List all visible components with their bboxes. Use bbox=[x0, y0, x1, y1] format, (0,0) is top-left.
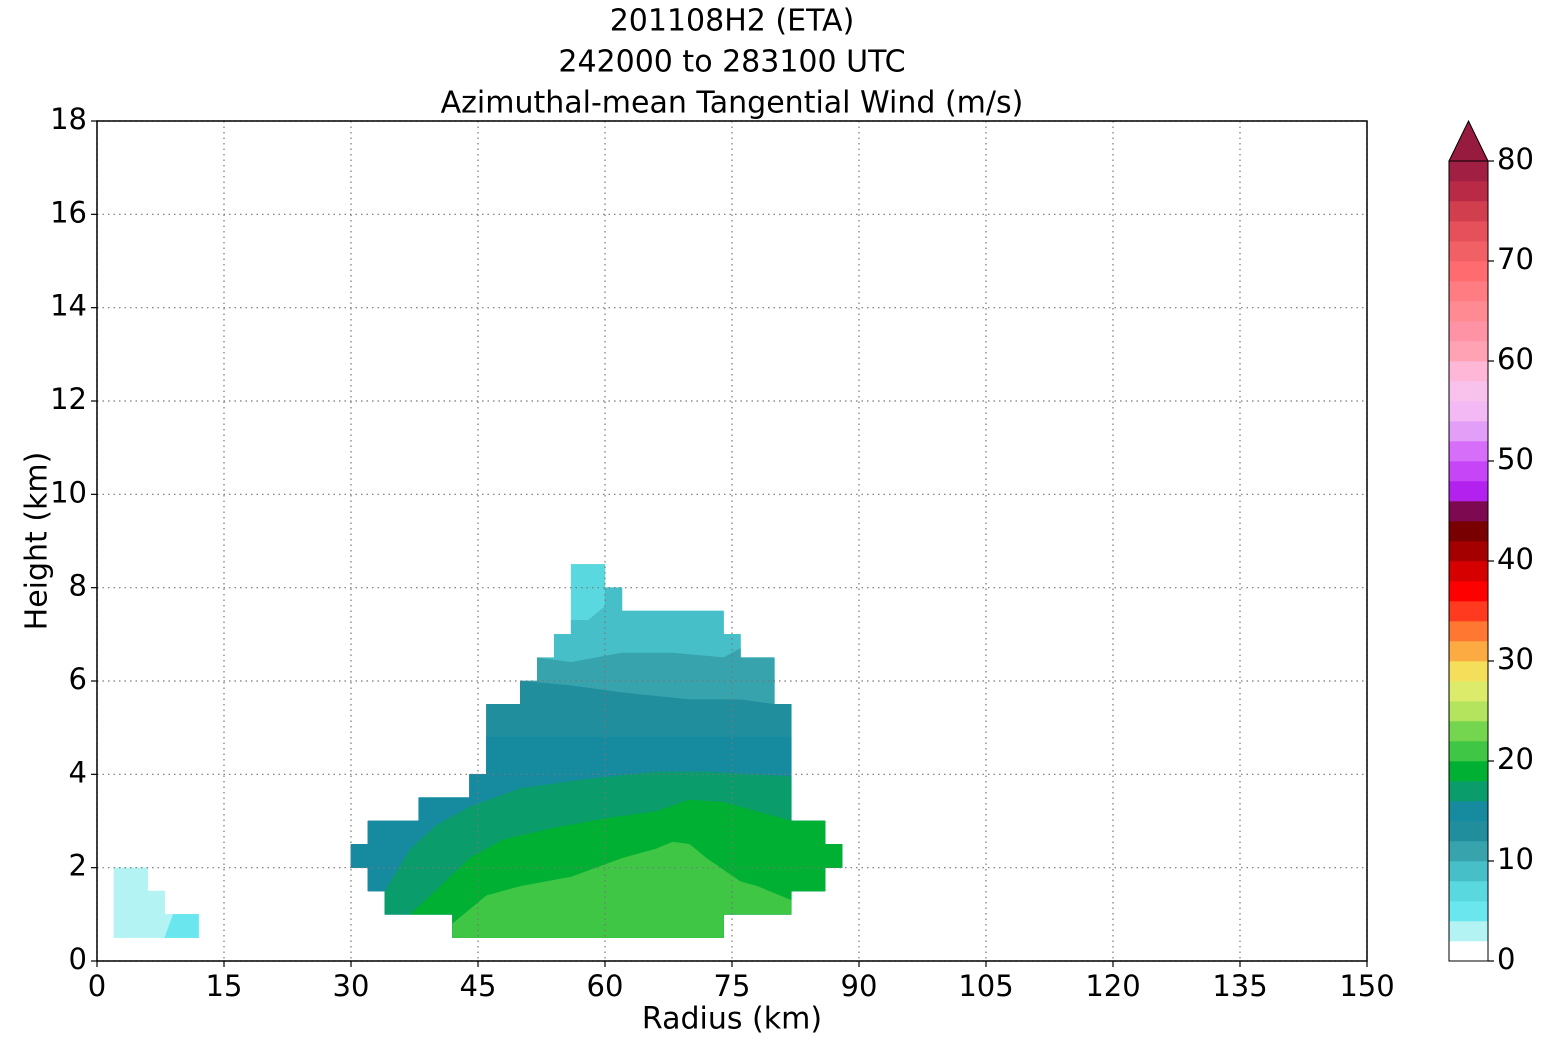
colorbar-segment bbox=[1449, 341, 1488, 362]
colorbar-segment bbox=[1449, 721, 1488, 742]
colorbar-tick-label: 70 bbox=[1497, 242, 1534, 276]
colorbar-tick-label: 80 bbox=[1497, 142, 1534, 176]
x-tick-label: 150 bbox=[1339, 969, 1394, 1003]
colorbar-segment bbox=[1449, 821, 1488, 842]
colorbar-segment bbox=[1449, 561, 1488, 582]
x-tick-label: 45 bbox=[460, 969, 497, 1003]
y-tick-label: 0 bbox=[69, 942, 87, 976]
colorbar-segment bbox=[1449, 461, 1488, 482]
colorbar-segment bbox=[1449, 701, 1488, 722]
y-tick-label: 12 bbox=[50, 382, 87, 416]
colorbar-segment bbox=[1449, 661, 1488, 682]
y-tick-label: 10 bbox=[50, 475, 87, 509]
y-tick-label: 14 bbox=[50, 289, 87, 323]
colorbar-segment bbox=[1449, 361, 1488, 382]
contour-region bbox=[452, 841, 792, 938]
colorbar-segment bbox=[1449, 601, 1488, 622]
colorbar-segment bbox=[1449, 441, 1488, 462]
y-tick-label: 6 bbox=[69, 662, 87, 696]
colorbar-segment bbox=[1449, 781, 1488, 802]
colorbar-segment bbox=[1449, 901, 1488, 922]
colorbar-segment bbox=[1449, 541, 1488, 562]
colorbar-segment bbox=[1449, 481, 1488, 502]
colorbar-segment bbox=[1449, 301, 1488, 322]
colorbar-segment bbox=[1449, 221, 1488, 242]
contour-region bbox=[164, 914, 199, 938]
colorbar-tick-label: 20 bbox=[1497, 742, 1534, 776]
colorbar-segment bbox=[1449, 241, 1488, 262]
colorbar-segment bbox=[1449, 281, 1488, 302]
colorbar-segment bbox=[1449, 641, 1488, 662]
colorbar-segment bbox=[1449, 881, 1488, 902]
colorbar-segment bbox=[1449, 161, 1488, 182]
colorbar-segment bbox=[1449, 261, 1488, 282]
colorbar-tick-label: 0 bbox=[1497, 942, 1515, 976]
colorbar-segment bbox=[1449, 621, 1488, 642]
y-axis-label: Height (km) bbox=[20, 452, 55, 631]
colorbar-segment bbox=[1449, 201, 1488, 222]
x-tick-label: 135 bbox=[1212, 969, 1267, 1003]
x-tick-label: 0 bbox=[88, 969, 106, 1003]
x-tick-label: 15 bbox=[206, 969, 243, 1003]
colorbar-segment bbox=[1449, 941, 1488, 962]
colorbar-segment bbox=[1449, 181, 1488, 202]
y-tick-label: 18 bbox=[50, 102, 87, 136]
colorbar-segment bbox=[1449, 761, 1488, 782]
colorbar-tick-label: 50 bbox=[1497, 442, 1534, 476]
colorbar-tick-label: 60 bbox=[1497, 342, 1534, 376]
colorbar-tick-label: 10 bbox=[1497, 842, 1534, 876]
y-tick-label: 8 bbox=[69, 569, 87, 603]
colorbar-segment bbox=[1449, 501, 1488, 522]
colorbar-segment bbox=[1449, 681, 1488, 702]
x-axis-label: Radius (km) bbox=[642, 1002, 822, 1037]
x-tick-label: 60 bbox=[587, 969, 624, 1003]
colorbar-segment bbox=[1449, 861, 1488, 882]
colorbar-extend bbox=[1448, 119, 1489, 162]
colorbar-tick-label: 30 bbox=[1497, 642, 1534, 676]
colorbar-tick-label: 40 bbox=[1497, 542, 1534, 576]
colorbar-segment bbox=[1449, 401, 1488, 422]
colorbar-segment bbox=[1449, 521, 1488, 542]
x-tick-label: 30 bbox=[333, 969, 370, 1003]
colorbar-segment bbox=[1449, 801, 1488, 822]
colorbar-segment bbox=[1449, 841, 1488, 862]
chart-title: Azimuthal-mean Tangential Wind (m/s) bbox=[441, 86, 1024, 121]
colorbar-segment bbox=[1449, 381, 1488, 402]
colorbar-segment bbox=[1449, 581, 1488, 602]
x-tick-label: 120 bbox=[1085, 969, 1140, 1003]
colorbar-segment bbox=[1449, 321, 1488, 342]
colorbar-segment bbox=[1449, 421, 1488, 442]
colorbar-segment bbox=[1449, 921, 1488, 942]
y-tick-label: 16 bbox=[50, 195, 87, 229]
y-tick-label: 4 bbox=[69, 755, 87, 789]
x-tick-label: 105 bbox=[958, 969, 1013, 1003]
y-tick-label: 2 bbox=[69, 849, 87, 883]
colorbar-segment bbox=[1449, 741, 1488, 762]
chart-title: 201108H2 (ETA) bbox=[610, 4, 855, 39]
x-tick-label: 90 bbox=[841, 969, 878, 1003]
x-tick-label: 75 bbox=[714, 969, 751, 1003]
chart-title: 242000 to 283100 UTC bbox=[558, 45, 905, 80]
